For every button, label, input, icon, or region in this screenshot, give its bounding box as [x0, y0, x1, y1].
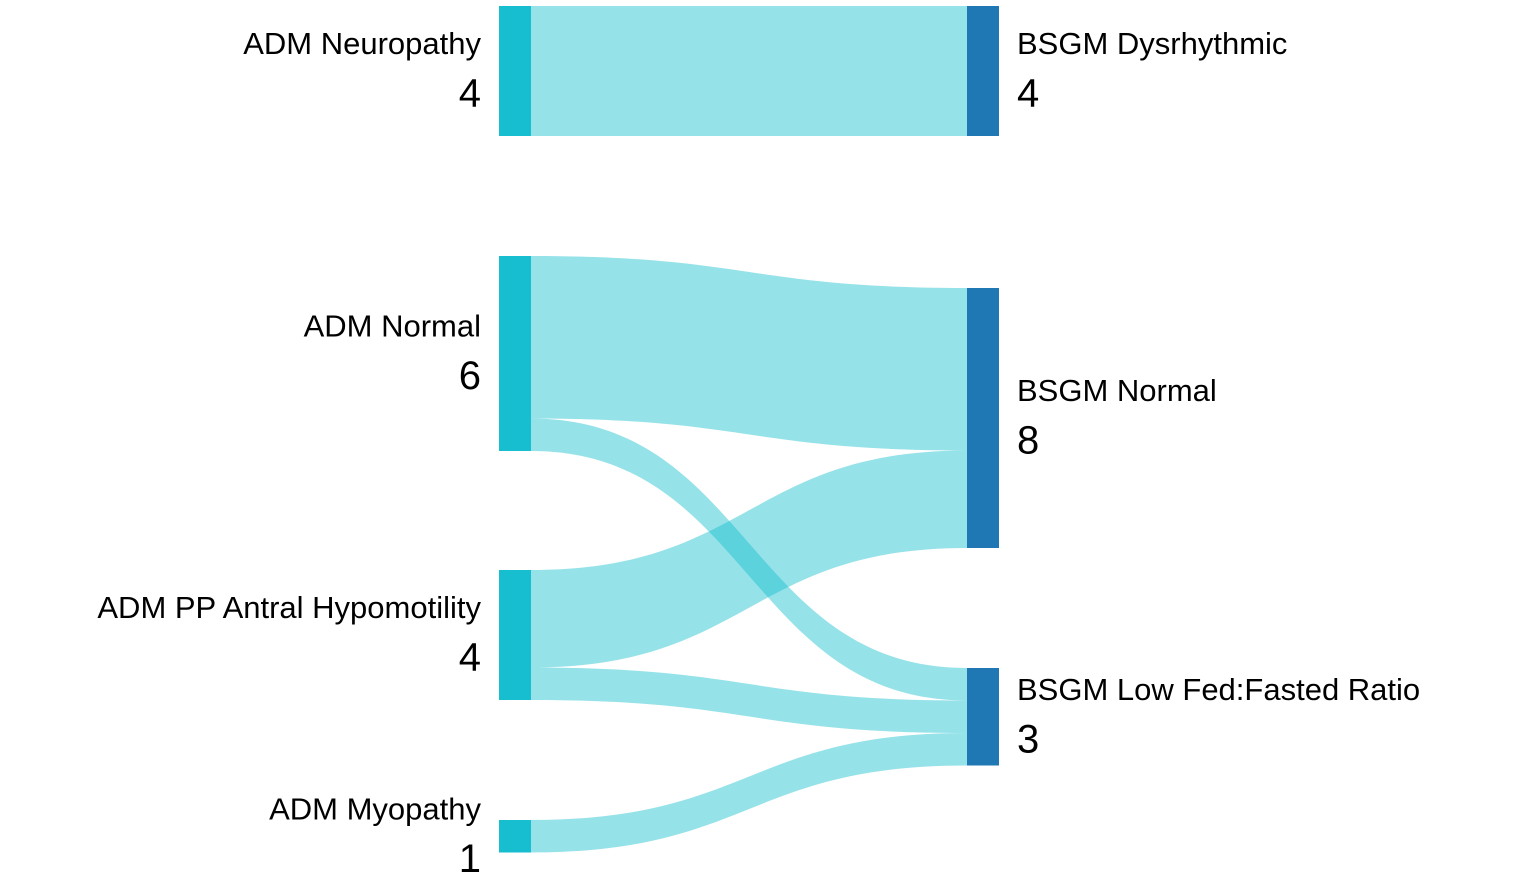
node	[499, 570, 531, 700]
node-label: BSGM Normal	[1017, 373, 1217, 408]
link	[531, 450, 967, 668]
node-value: 3	[1017, 717, 1039, 761]
node-label: ADM Myopathy	[269, 791, 481, 826]
node-value: 6	[459, 354, 481, 398]
node	[499, 6, 531, 136]
links	[531, 6, 967, 853]
link	[531, 6, 967, 136]
node-value: 4	[459, 72, 481, 116]
link	[531, 418, 967, 701]
node	[499, 256, 531, 451]
node-value: 4	[1017, 72, 1039, 116]
node-label: ADM PP Antral Hypomotility	[97, 590, 481, 625]
link	[531, 733, 967, 853]
node	[967, 6, 999, 136]
node	[967, 668, 999, 766]
node-value: 8	[1017, 419, 1039, 463]
link	[531, 667, 967, 733]
node	[967, 288, 999, 548]
node-label: ADM Normal	[304, 309, 481, 344]
node-label: ADM Neuropathy	[243, 26, 481, 61]
node-label: BSGM Low Fed:Fasted Ratio	[1017, 672, 1420, 707]
node-value: 4	[459, 636, 481, 680]
node	[499, 820, 531, 853]
node-label: BSGM Dysrhythmic	[1017, 26, 1287, 61]
link	[531, 256, 967, 451]
node-value: 1	[459, 837, 481, 881]
